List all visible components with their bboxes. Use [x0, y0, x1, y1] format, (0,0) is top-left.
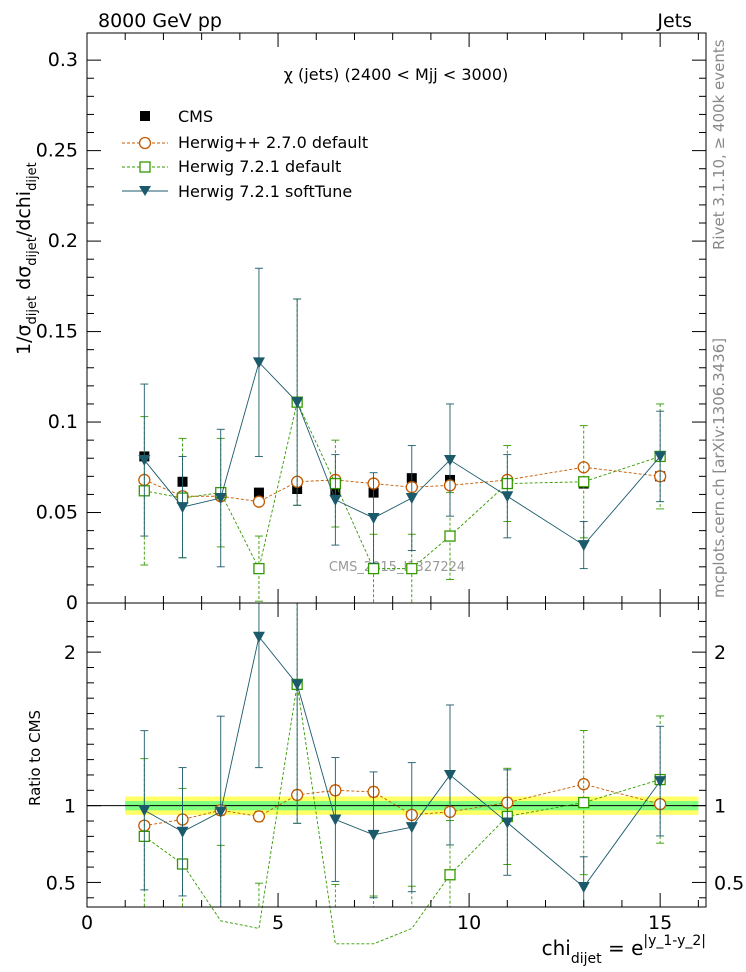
ratio-point-2: [176, 826, 189, 838]
legend-marker-herwig7-softtune: [139, 186, 151, 196]
legend: CMS Herwig++ 2.7.0 default Herwig 7.2.1 …: [122, 107, 368, 201]
x-tick-label: 0: [81, 912, 93, 934]
ratio-point-2: [291, 679, 304, 691]
main-series-line-0: [144, 466, 661, 503]
legend-label-herwig7-softtune: Herwig 7.2.1 softTune: [178, 182, 352, 201]
ratio-y-tick-label-left: 2: [64, 642, 76, 664]
main-point-2: [176, 502, 189, 514]
main-y-tick-label: 0.05: [36, 502, 78, 524]
legend-marker-cms: [140, 111, 150, 121]
main-point-0: [252, 495, 266, 508]
main-y-axis-label: 1/σdijet dσdijet/dchidijet: [13, 162, 40, 355]
x-tick-label: 5: [272, 912, 284, 934]
main-point-1: [444, 530, 456, 542]
ratio-point-1: [444, 869, 456, 881]
legend-label-herwig7-default: Herwig 7.2.1 default: [178, 157, 341, 176]
analysis-watermark: CMS_2015_I1327224: [329, 560, 465, 575]
main-point-1: [367, 562, 380, 575]
ratio-plot-frame: [86, 602, 707, 908]
ratio-series-line-0: [144, 783, 661, 827]
legend-marker-herwig7-default: [139, 161, 151, 173]
ratio-y-tick-label-left: 1: [64, 796, 76, 818]
chart-title: χ (jets) (2400 < Mjj < 3000): [284, 65, 509, 84]
main-series-line-2: [143, 361, 661, 546]
main-point-2: [214, 493, 227, 505]
legend-label-cms: CMS: [178, 107, 213, 126]
main-y-tick-label: 0.15: [36, 321, 78, 343]
ratio-point-2: [577, 882, 590, 894]
ratio-point-2: [329, 814, 342, 826]
ratio-point-0: [252, 810, 266, 823]
ratio-point-2: [654, 776, 667, 788]
main-point-2: [138, 455, 151, 467]
main-y-tick-label: 0.2: [48, 230, 78, 252]
mcplots-label: mcplots.cern.ch [arXiv:1306.3436]: [710, 338, 728, 598]
main-series-line-1: [144, 400, 661, 570]
ratio-y-tick-label-right: 2: [714, 642, 726, 664]
main-y-tick-label: 0.25: [36, 140, 78, 162]
ratio-point-2: [405, 822, 418, 834]
ratio-y-tick-label-right: 1: [714, 796, 726, 818]
ratio-point-1: [578, 796, 590, 809]
main-y-tick-label: 0.1: [48, 411, 78, 433]
main-point-cms: [253, 487, 264, 498]
x-tick-label: 10: [457, 912, 481, 934]
ratio-y-tick-label-left: 0.5: [46, 872, 76, 894]
main-y-tick-label: 0: [66, 592, 78, 614]
ratio-point-2: [252, 631, 265, 643]
ratio-y-tick-label-right: 0.5: [714, 872, 744, 894]
ratio-point-0: [577, 778, 590, 791]
ratio-point-2: [138, 805, 151, 817]
header-right: Jets: [656, 10, 692, 32]
main-point-2: [405, 493, 418, 505]
main-point-1: [406, 562, 418, 575]
main-point-2: [291, 397, 304, 409]
main-y-tick-label: 0.3: [48, 49, 78, 71]
ratio-point-2: [443, 769, 456, 781]
main-point-2: [577, 540, 590, 552]
ratio-point-2: [501, 817, 514, 829]
main-point-2: [501, 491, 514, 503]
ratio-point-2: [367, 829, 380, 841]
main-point-1: [578, 476, 590, 488]
ratio-series-line-2: [144, 635, 661, 888]
legend-label-herwigpp: Herwig++ 2.7.0 default: [178, 133, 368, 152]
ratio-point-2: [214, 806, 227, 818]
rivet-version-label: Rivet 3.1.10, ≥ 400k events: [710, 39, 728, 250]
main-point-2: [443, 455, 456, 467]
main-point-2: [367, 512, 380, 524]
main-point-2: [252, 357, 265, 369]
main-point-2: [329, 494, 342, 506]
main-point-2: [654, 451, 667, 463]
ratio-y-axis-label: Ratio to CMS: [26, 710, 44, 806]
main-point-1: [253, 562, 265, 575]
x-tick-label: 15: [648, 912, 672, 934]
legend-marker-herwigpp: [138, 136, 152, 150]
header-left: 8000 GeV pp: [98, 10, 222, 32]
x-axis-label: chidijet = e|y_1-y_2|: [542, 933, 706, 967]
